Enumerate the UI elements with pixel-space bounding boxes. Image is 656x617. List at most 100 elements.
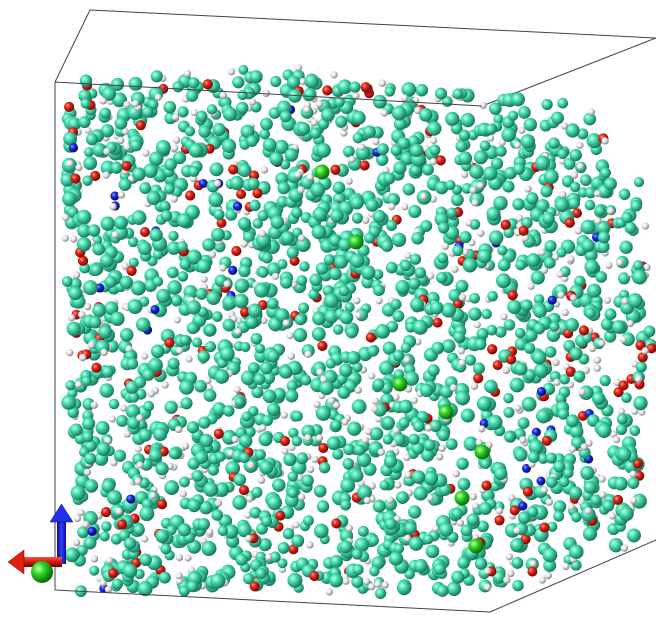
- hydrogen-atom: [265, 554, 272, 561]
- carbon-atom: [238, 90, 248, 100]
- oxygen-atom: [508, 290, 518, 300]
- oxygen-atom: [140, 227, 150, 237]
- carbon-atom: [528, 451, 540, 463]
- carbon-atom: [259, 432, 273, 446]
- oxygen-atom: [165, 338, 175, 348]
- hydrogen-atom: [588, 108, 595, 115]
- hydrogen-atom: [401, 203, 408, 210]
- carbon-atom: [521, 299, 533, 311]
- hydrogen-atom: [404, 471, 411, 478]
- carbon-atom: [469, 293, 480, 304]
- nitrogen-atom: [88, 527, 97, 536]
- hydrogen-atom: [346, 525, 353, 532]
- carbon-atom: [70, 424, 82, 436]
- carbon-atom: [329, 574, 343, 588]
- carbon-atom: [256, 568, 267, 579]
- hydrogen-atom: [326, 588, 333, 595]
- carbon-atom: [295, 314, 306, 325]
- carbon-atom: [350, 82, 361, 93]
- carbon-atom: [346, 326, 358, 338]
- carbon-atom: [199, 125, 211, 137]
- carbon-atom: [83, 280, 98, 295]
- carbon-atom: [258, 267, 269, 278]
- carbon-atom: [542, 99, 553, 110]
- hydrogen-atom: [311, 119, 318, 126]
- carbon-atom: [350, 469, 363, 482]
- carbon-atom: [79, 116, 91, 128]
- carbon-atom: [393, 161, 406, 174]
- oxygen-atom: [506, 354, 516, 364]
- carbon-atom: [543, 548, 558, 563]
- carbon-atom: [333, 181, 346, 194]
- carbon-atom: [303, 515, 314, 526]
- carbon-atom: [236, 554, 248, 566]
- carbon-atom: [546, 477, 557, 488]
- oxygen-atom: [78, 256, 88, 266]
- carbon-atom: [115, 117, 127, 129]
- carbon-atom: [630, 200, 641, 211]
- hydrogen-atom: [571, 172, 578, 179]
- carbon-atom: [65, 548, 80, 563]
- hydrogen-atom: [382, 581, 389, 588]
- carbon-atom: [569, 198, 580, 209]
- nitrogen-atom: [69, 143, 78, 152]
- carbon-atom: [234, 474, 246, 486]
- hydrogen-atom: [176, 572, 183, 579]
- hydrogen-atom: [353, 297, 360, 304]
- hydrogen-atom: [368, 583, 375, 590]
- carbon-atom: [393, 310, 405, 322]
- carbon-atom: [452, 508, 463, 519]
- carbon-atom: [304, 74, 319, 89]
- carbon-atom: [617, 414, 628, 425]
- carbon-atom: [605, 308, 617, 320]
- carbon-atom: [272, 479, 285, 492]
- carbon-atom: [254, 373, 266, 385]
- carbon-atom: [338, 386, 351, 399]
- hydrogen-atom: [500, 313, 507, 320]
- oxygen-atom: [487, 344, 497, 354]
- carbon-atom: [503, 181, 515, 193]
- carbon-atom: [549, 322, 559, 332]
- hydrogen-atom: [496, 507, 503, 514]
- hydrogen-atom: [245, 535, 252, 542]
- oxygen-atom: [527, 567, 537, 577]
- hydrogen-atom: [141, 353, 148, 360]
- carbon-atom: [140, 554, 152, 566]
- carbon-atom: [426, 545, 439, 558]
- hydrogen-atom: [103, 172, 110, 179]
- carbon-atom: [169, 231, 179, 241]
- carbon-atom: [198, 417, 210, 429]
- oxygen-atom: [540, 523, 550, 533]
- hydrogen-atom: [79, 354, 86, 361]
- carbon-atom: [488, 415, 503, 430]
- carbon-atom: [197, 259, 211, 273]
- carbon-atom: [153, 427, 167, 441]
- carbon-atom: [267, 298, 279, 310]
- carbon-atom: [171, 295, 183, 307]
- carbon-atom: [504, 319, 516, 331]
- hydrogen-atom: [115, 508, 122, 515]
- carbon-atom: [518, 106, 531, 119]
- hydrogen-atom: [458, 347, 465, 354]
- carbon-atom: [149, 152, 163, 166]
- carbon-atom: [409, 537, 423, 551]
- carbon-atom: [574, 371, 586, 383]
- carbon-atom: [503, 407, 514, 418]
- carbon-atom: [260, 129, 270, 139]
- carbon-atom: [396, 491, 409, 504]
- carbon-atom: [510, 378, 525, 393]
- hydrogen-atom: [362, 217, 369, 224]
- hydrogen-atom: [316, 434, 323, 441]
- carbon-atom: [129, 77, 143, 91]
- hydrogen-atom: [182, 443, 189, 450]
- carbon-atom: [544, 169, 559, 184]
- nitrogen-atom: [537, 387, 546, 396]
- carbon-atom: [524, 343, 535, 354]
- carbon-atom: [347, 422, 361, 436]
- carbon-atom: [507, 300, 521, 314]
- carbon-atom: [447, 582, 461, 596]
- carbon-atom: [446, 180, 456, 190]
- carbon-atom: [544, 257, 556, 269]
- carbon-atom: [434, 563, 446, 575]
- carbon-atom: [277, 259, 287, 269]
